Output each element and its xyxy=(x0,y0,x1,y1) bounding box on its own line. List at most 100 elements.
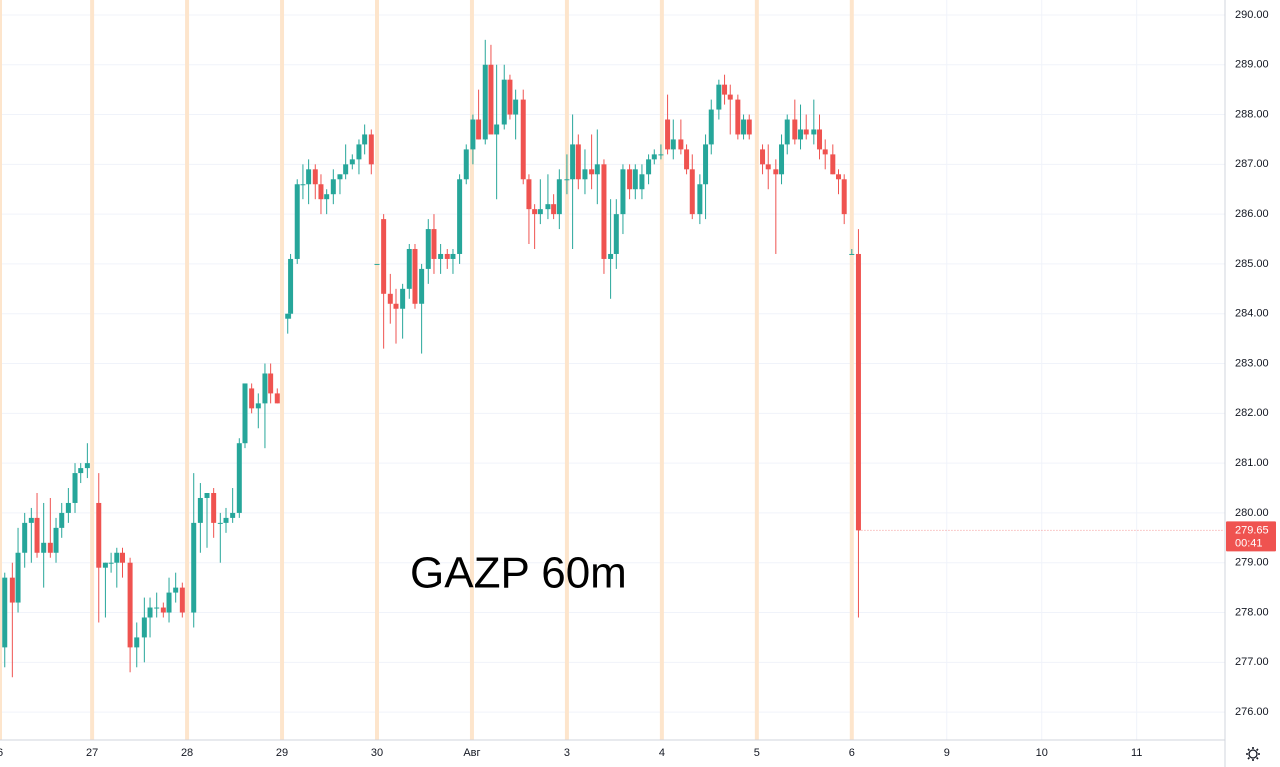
countdown-label: 00:41 xyxy=(1235,537,1263,549)
candle-body xyxy=(803,129,809,135)
candle-body xyxy=(387,293,393,304)
candle-body xyxy=(632,169,638,190)
candle-body xyxy=(84,463,90,469)
candle-body xyxy=(727,94,733,100)
candle-body xyxy=(746,119,752,135)
candle-body xyxy=(59,512,65,528)
candle-body xyxy=(28,517,34,523)
x-tick-label: 9 xyxy=(944,747,950,759)
candle-body xyxy=(242,383,248,444)
candle-body xyxy=(53,527,59,553)
candle-body xyxy=(127,562,133,648)
candle-body xyxy=(627,169,633,190)
candle-body xyxy=(670,139,676,150)
candle-body xyxy=(236,443,242,513)
candle-body xyxy=(204,493,210,498)
candle-body xyxy=(173,587,179,593)
y-tick-label: 280.00 xyxy=(1235,507,1269,519)
x-tick-label: 28 xyxy=(181,747,193,759)
y-tick-label: 279.00 xyxy=(1235,557,1269,569)
candle-body xyxy=(306,169,312,185)
y-tick-label: 281.00 xyxy=(1235,457,1269,469)
candle-body xyxy=(494,124,500,135)
candle-body xyxy=(703,144,709,185)
candle-body xyxy=(78,468,84,474)
candle-body xyxy=(96,502,102,568)
candle-body xyxy=(526,179,532,210)
candle-body xyxy=(594,164,600,175)
candle-body xyxy=(15,552,21,603)
candle-body xyxy=(601,164,607,259)
candle-body xyxy=(613,214,619,254)
last-price-tag xyxy=(1226,521,1276,552)
candle-body xyxy=(381,219,387,294)
candle-body xyxy=(438,253,444,259)
candle-body xyxy=(556,179,562,215)
candle-body xyxy=(708,109,714,145)
candle-body xyxy=(419,268,425,304)
y-tick-label: 277.00 xyxy=(1235,656,1269,668)
candle-body xyxy=(47,542,53,553)
candle-body xyxy=(285,313,291,319)
candle-body xyxy=(817,129,823,150)
candle-body xyxy=(765,164,771,170)
x-tick-label: 5 xyxy=(754,747,760,759)
x-tick-label: Авг xyxy=(463,747,480,759)
candle-body xyxy=(34,517,40,553)
candle-body xyxy=(300,184,306,186)
candle-body xyxy=(830,154,836,175)
candle-body xyxy=(589,169,595,175)
x-tick-label: 4 xyxy=(659,747,665,759)
candle-body xyxy=(349,159,355,165)
candle-body xyxy=(154,607,160,609)
candle-body xyxy=(722,84,728,95)
candle-body xyxy=(318,184,324,200)
candle-body xyxy=(639,174,645,190)
candle-body xyxy=(689,169,695,215)
candle-body xyxy=(470,119,476,150)
candle-body xyxy=(457,179,463,254)
y-tick-label: 289.00 xyxy=(1235,59,1269,71)
candle-body xyxy=(268,373,274,394)
candle-body xyxy=(249,388,255,409)
candle-body xyxy=(564,179,570,181)
candle-body xyxy=(431,229,437,259)
candle-body xyxy=(274,393,280,404)
candle-body xyxy=(841,179,847,215)
candle-body xyxy=(798,129,804,140)
settings-icon[interactable] xyxy=(1246,747,1260,761)
candle-body xyxy=(532,209,538,215)
candle-body xyxy=(482,64,488,140)
y-tick-label: 282.00 xyxy=(1235,407,1269,419)
candle-body xyxy=(582,169,588,180)
candle-body xyxy=(147,607,153,618)
candle-body xyxy=(520,99,526,180)
candle-body xyxy=(400,288,406,309)
last-price-label: 279.65 xyxy=(1235,524,1269,536)
candle-body xyxy=(288,258,294,314)
candle-body xyxy=(608,253,614,259)
candle-body xyxy=(665,119,671,150)
x-tick-label: 30 xyxy=(371,747,383,759)
candle-body xyxy=(191,522,197,613)
candle-body xyxy=(65,502,71,513)
candle-body xyxy=(620,169,626,215)
candle-body xyxy=(476,119,482,140)
candle-body xyxy=(784,119,790,145)
y-tick-label: 290.00 xyxy=(1235,9,1269,21)
candle-body xyxy=(393,303,399,309)
grid xyxy=(0,0,1225,740)
candle-body xyxy=(356,144,362,160)
x-tick-label: 10 xyxy=(1036,747,1048,759)
y-tick-label: 286.00 xyxy=(1235,208,1269,220)
candle-body xyxy=(658,154,664,156)
candle-body xyxy=(463,149,469,180)
candle-body xyxy=(760,149,766,165)
candle-body xyxy=(678,139,684,150)
candle-body xyxy=(337,174,343,180)
candle-body xyxy=(792,119,798,140)
candle-body xyxy=(773,169,779,175)
candle-body xyxy=(102,562,108,568)
candle-body xyxy=(444,253,450,259)
